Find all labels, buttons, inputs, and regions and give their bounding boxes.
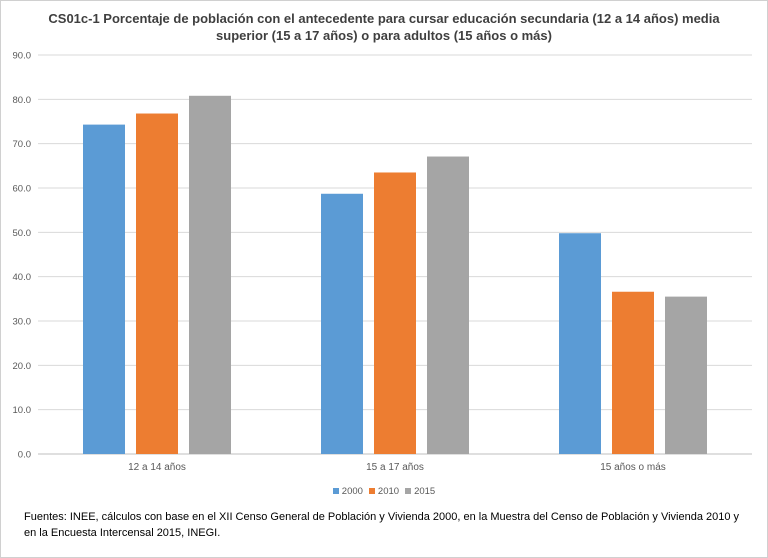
bar-2015 [427, 156, 469, 455]
source-note: Fuentes: INEE, cálculos con base en el X… [24, 511, 740, 539]
legend-swatch [368, 488, 375, 495]
y-tick-label: 60.0 [13, 184, 32, 195]
y-tick-label: 40.0 [13, 272, 32, 283]
y-tick-label: 20.0 [13, 361, 32, 372]
legend-label: 2015 [414, 486, 436, 497]
y-tick-label: 30.0 [13, 317, 32, 328]
bar-2000 [83, 124, 125, 454]
bar-2015 [665, 296, 707, 454]
legend-swatch [405, 488, 412, 495]
bar-2010 [374, 172, 416, 454]
legend-item: 2000 [332, 486, 363, 497]
bar-2010 [136, 113, 178, 455]
bar-2000 [321, 193, 363, 454]
legend-swatch [332, 488, 339, 495]
category-label: 15 años o más [600, 462, 666, 473]
y-tick-label: 70.0 [13, 139, 32, 150]
legend-item: 2015 [405, 486, 435, 497]
legend-label: 2010 [377, 486, 400, 497]
y-tick-label: 50.0 [13, 228, 32, 239]
legend-label: 2000 [341, 486, 363, 497]
bar-2010 [612, 291, 654, 454]
y-tick-label: 90.0 [13, 51, 32, 62]
legend: 2000 2010 2015 [0, 486, 768, 497]
bar-2000 [559, 233, 601, 454]
y-tick-label: 0.0 [18, 450, 31, 461]
y-tick-label: 10.0 [13, 405, 32, 416]
bar-2015 [189, 95, 231, 454]
y-tick-label: 80.0 [13, 95, 32, 106]
chart-title: CS01c-1 Porcentaje de población con el a… [48, 11, 720, 43]
category-label: 15 a 17 años [366, 462, 424, 473]
legend-item: 2010 [368, 486, 400, 497]
category-label: 12 a 14 años [128, 462, 186, 473]
